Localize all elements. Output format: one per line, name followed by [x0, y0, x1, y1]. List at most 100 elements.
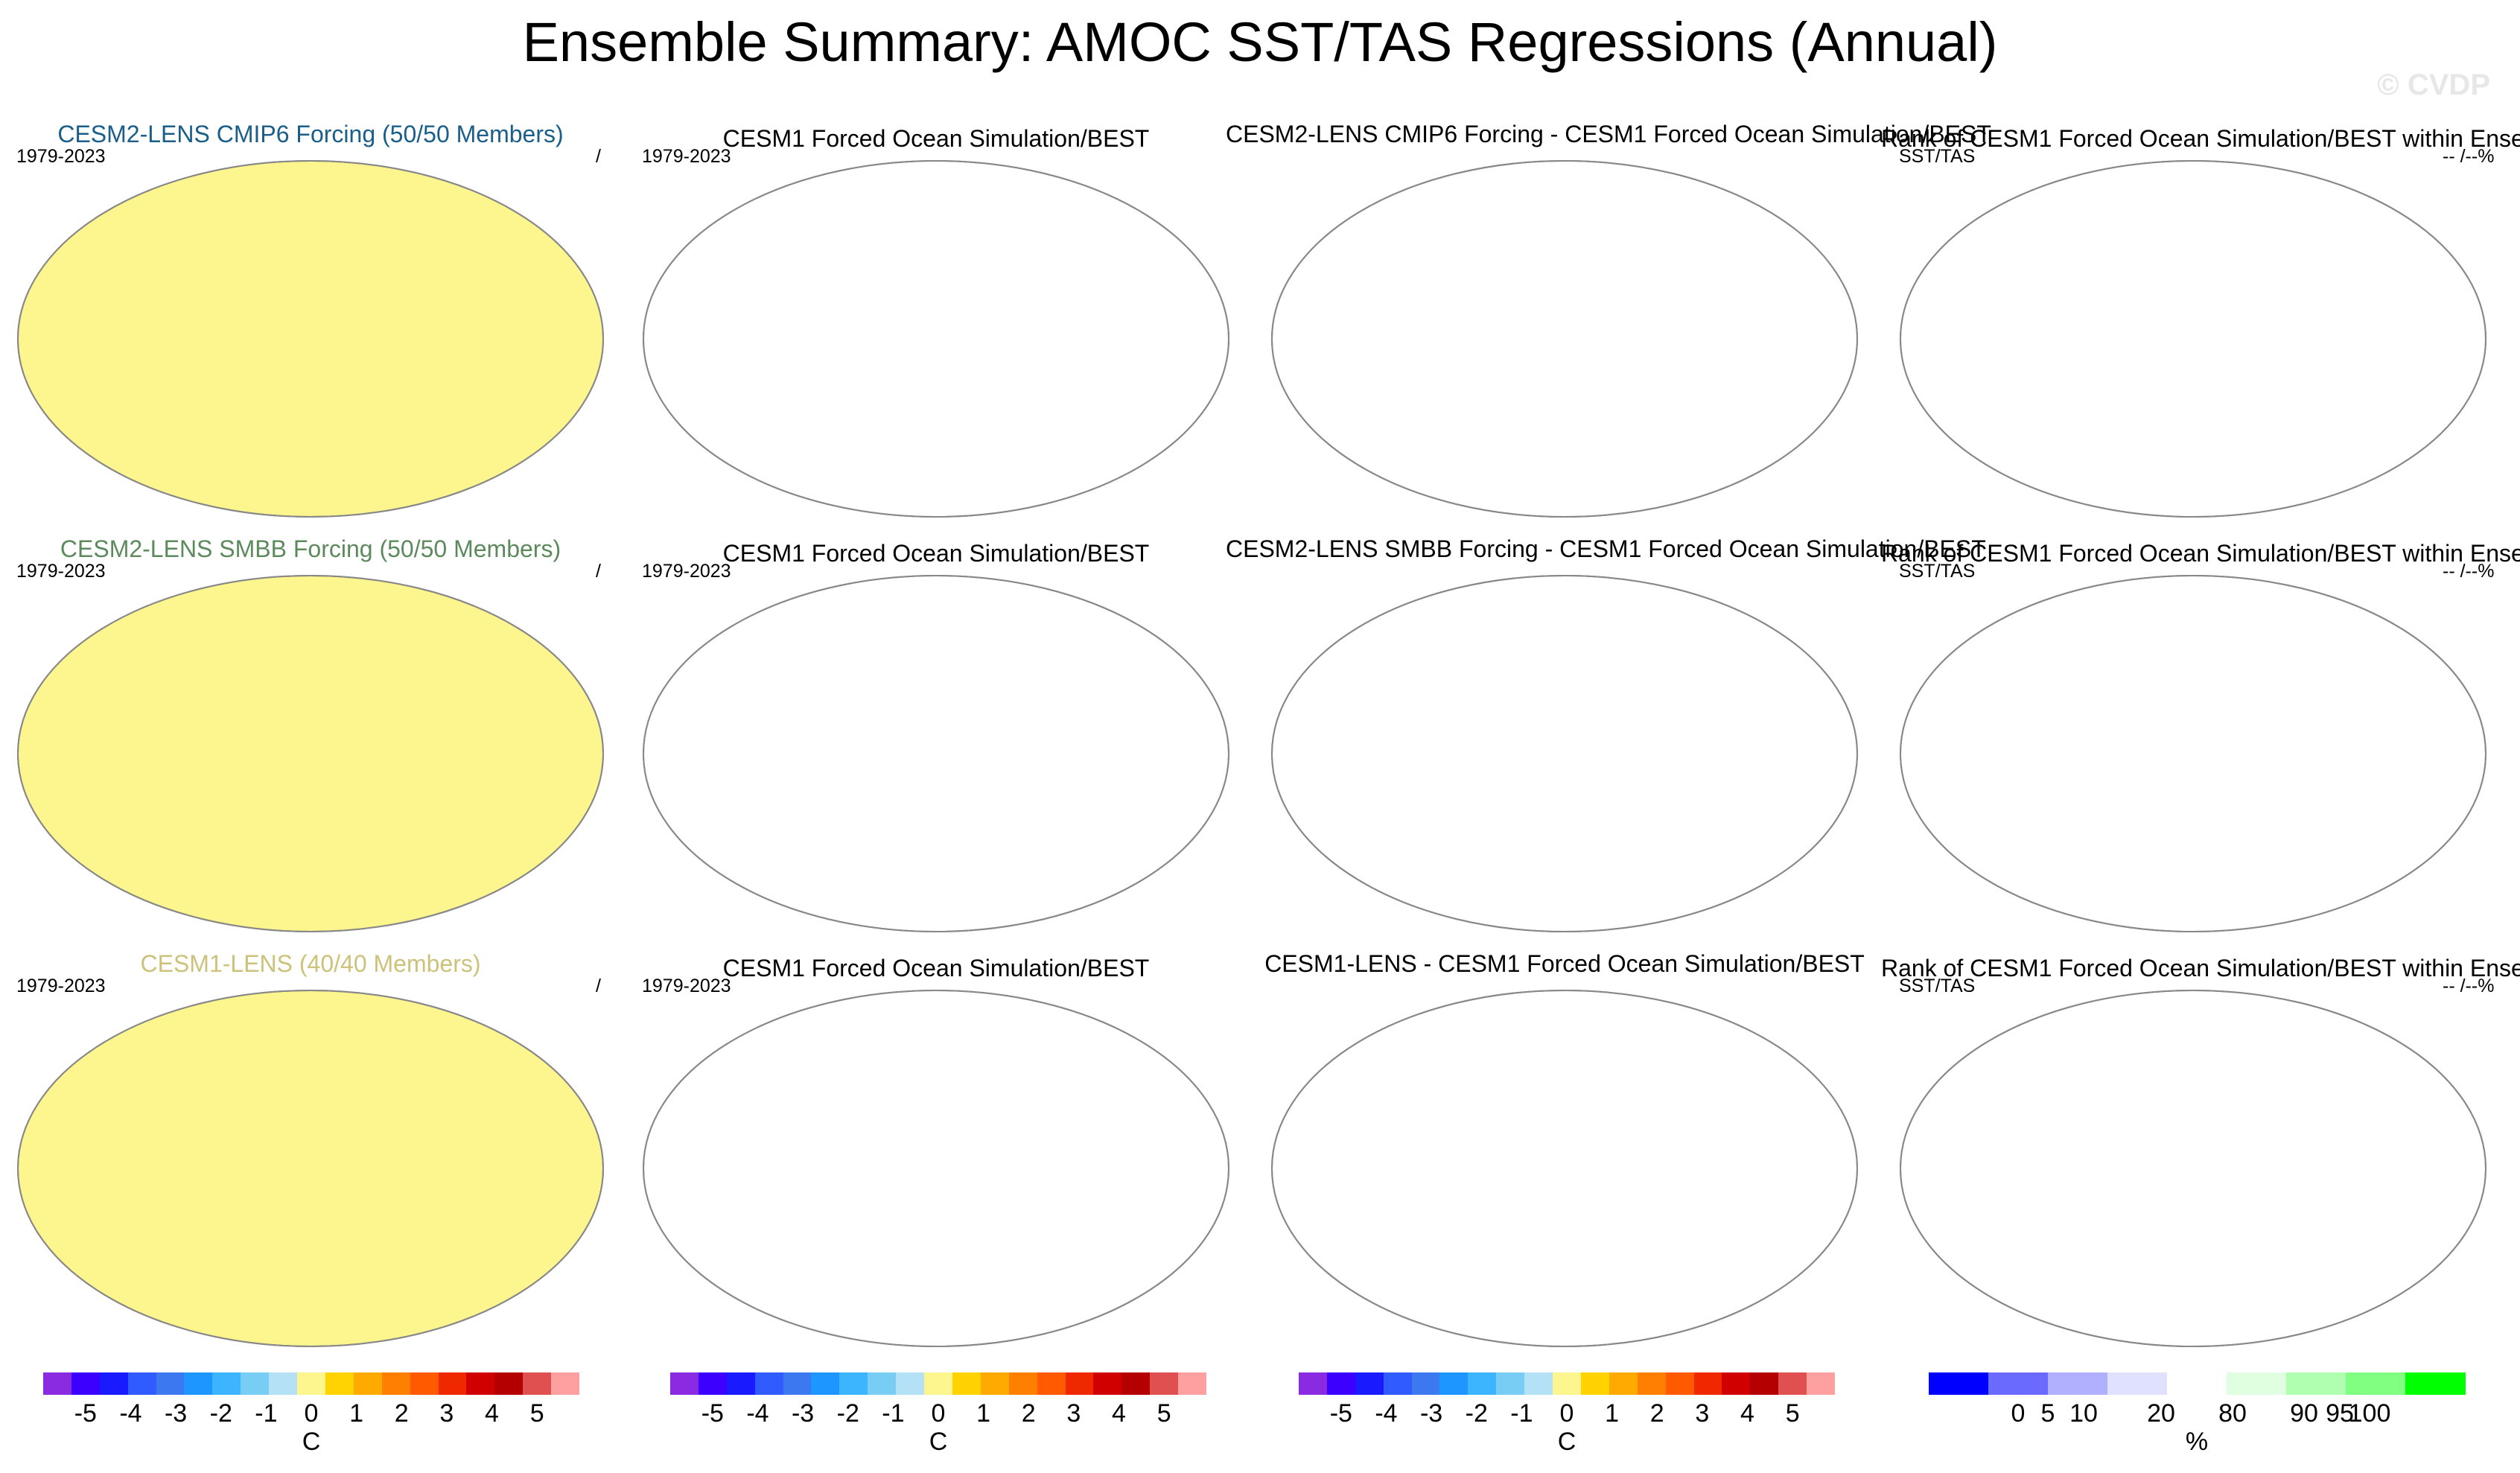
- colorbar-tick-label: 2: [1649, 1399, 1664, 1428]
- colorbar-swatch: [1778, 1372, 1807, 1395]
- colorbar-tick-label: 5: [1156, 1399, 1171, 1428]
- colorbar-swatch: [381, 1372, 411, 1395]
- map-background: [1271, 575, 1858, 932]
- colorbar-swatch: [551, 1372, 580, 1395]
- colorbar-swatch: [726, 1372, 756, 1395]
- colorbar-swatch: [99, 1372, 129, 1395]
- colorbar-swatch: [1929, 1372, 1989, 1395]
- colorbar-swatch: [924, 1372, 953, 1395]
- panel-title: CESM2-LENS CMIP6 Forcing (50/50 Members): [57, 121, 564, 147]
- rank-colorbar: 0 5 10 20 80 90 95 100%: [1929, 1372, 2466, 1456]
- period-label: 1979-2023: [642, 561, 731, 582]
- observation-map: [643, 160, 1229, 518]
- colorbar-swatch: [980, 1372, 1010, 1395]
- map-background: [17, 990, 604, 1347]
- colorbar-swatch: [2286, 1372, 2346, 1395]
- colorbar-swatch: [297, 1372, 326, 1395]
- colorbar-swatch: [184, 1372, 213, 1395]
- variable-label: SST/TAS: [1899, 561, 1976, 582]
- colorbar-swatch: [353, 1372, 383, 1395]
- colorbar-swatch: [1178, 1372, 1207, 1395]
- panel-title: CESM2-LENS SMBB Forcing - CESM1 Forced O…: [1226, 535, 1986, 562]
- colorbar-tick-label: -3: [1419, 1399, 1443, 1428]
- colorbar-swatch: [1299, 1372, 1328, 1395]
- colorbar-unit: %: [2185, 1428, 2209, 1456]
- period-label: 1979-2023: [16, 146, 106, 167]
- regression-map: [17, 160, 604, 518]
- map-outline: [17, 160, 604, 518]
- panel-title: CESM1 Forced Ocean Simulation/BEST: [722, 955, 1150, 982]
- colorbar-swatch: [127, 1372, 157, 1395]
- variable-label: SST/TAS: [1899, 146, 1976, 167]
- map-outline: [1900, 575, 2486, 932]
- corner-label: /: [596, 561, 601, 582]
- map-outline: [1900, 160, 2486, 518]
- panel-title: CESM1-LENS - CESM1 Forced Ocean Simulati…: [1264, 950, 1865, 977]
- rank-map: [1900, 160, 2486, 518]
- colorbar-swatch: [43, 1372, 72, 1395]
- colorbar-tick-label: 5: [529, 1399, 544, 1428]
- map-outline: [1271, 575, 1858, 932]
- colorbar-tick-label: 4: [485, 1399, 499, 1428]
- period-label: 1979-2023: [16, 561, 106, 582]
- panel-title: CESM1 Forced Ocean Simulation/BEST: [722, 540, 1150, 567]
- colorbar-swatch: [670, 1372, 699, 1395]
- colorbar-tick-label: 2: [394, 1399, 409, 1428]
- colorbar-tick-label: -2: [209, 1399, 232, 1428]
- difference-map: [1271, 575, 1858, 932]
- colorbar-swatch: [523, 1372, 552, 1395]
- panel-title: Rank of CESM1 Forced Ocean Simulation/BE…: [1881, 125, 2520, 152]
- colorbar-tick-label: 0: [1559, 1399, 1574, 1428]
- colorbar-tick-label: 0: [2011, 1399, 2026, 1428]
- panel-title: Rank of CESM1 Forced Ocean Simulation/BE…: [1881, 955, 2520, 982]
- colorbar-tick-label: -3: [791, 1399, 815, 1428]
- rank-value: -- /--%: [2443, 561, 2495, 582]
- colorbar-unit: C: [302, 1428, 321, 1456]
- colorbar-tick-label: 4: [1740, 1399, 1754, 1428]
- colorbar-swatch: [754, 1372, 784, 1395]
- colorbar-swatch: [1496, 1372, 1525, 1395]
- colorbar-swatch: [839, 1372, 868, 1395]
- colorbar-swatch: [410, 1372, 439, 1395]
- map-outline: [643, 160, 1229, 518]
- temperature-colorbar: -5 -4 -3 -2 -1 0 1 2 3 4 5 C: [1299, 1372, 1836, 1456]
- colorbar-swatch: [269, 1372, 298, 1395]
- period-label: 1979-2023: [16, 976, 106, 996]
- colorbar-tick-label: -4: [746, 1399, 769, 1428]
- colorbar-tick-label: -4: [119, 1399, 142, 1428]
- colorbar-swatch: [1008, 1372, 1038, 1395]
- colorbar-tick-label: 5: [2040, 1399, 2055, 1428]
- colorbar-swatch: [2107, 1372, 2168, 1395]
- colorbar-swatch: [212, 1372, 241, 1395]
- panel-title: CESM2-LENS SMBB Forcing (50/50 Members): [60, 535, 561, 562]
- colorbar-tick-label: 4: [1112, 1399, 1126, 1428]
- difference-map: [1271, 160, 1858, 518]
- map-background: [1900, 990, 2486, 1347]
- period-label: 1979-2023: [642, 146, 731, 167]
- colorbar-swatch: [241, 1372, 270, 1395]
- figure-title: Ensemble Summary: AMOC SST/TAS Regressio…: [522, 11, 1998, 73]
- map-outline: [643, 990, 1229, 1347]
- colorbar-swatch: [1355, 1372, 1384, 1395]
- colorbar-swatch: [1807, 1372, 1836, 1395]
- colorbar-swatch: [2405, 1372, 2466, 1395]
- map-outline: [17, 575, 604, 932]
- colorbar-swatch: [1750, 1372, 1779, 1395]
- colorbar-swatch: [1580, 1372, 1610, 1395]
- colorbar-tick-label: 80: [2218, 1399, 2247, 1428]
- observation-map: [643, 575, 1229, 932]
- map-outline: [1900, 990, 2486, 1347]
- map-outline: [17, 990, 604, 1347]
- colorbar-swatch: [1383, 1372, 1413, 1395]
- rank-value: -- /--%: [2443, 146, 2495, 167]
- regression-map: [17, 990, 604, 1347]
- colorbar-swatch: [2167, 1372, 2227, 1395]
- colorbar-tick-label: -5: [1329, 1399, 1352, 1428]
- colorbar-swatch: [896, 1372, 925, 1395]
- colorbar-tick-label: 95: [2326, 1399, 2354, 1428]
- observation-map: [643, 990, 1229, 1347]
- cvdp-watermark: © CVDP: [2377, 69, 2490, 101]
- colorbar-tick-label: 1: [1605, 1399, 1620, 1428]
- colorbar-swatch: [1468, 1372, 1497, 1395]
